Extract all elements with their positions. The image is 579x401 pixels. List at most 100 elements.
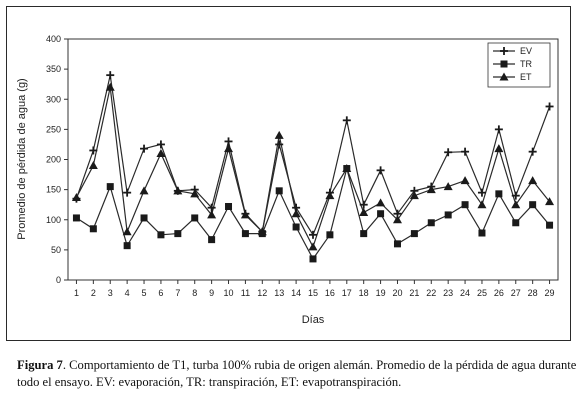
legend-label-ev: EV (520, 46, 532, 56)
marker-square (106, 183, 114, 191)
x-tick-label: 4 (125, 288, 130, 298)
x-tick-label: 2 (91, 288, 96, 298)
x-tick-label: 28 (528, 288, 538, 298)
marker-square (495, 190, 503, 198)
marker-square (241, 230, 249, 238)
marker-square (500, 60, 508, 68)
marker-triangle (511, 200, 521, 209)
marker-cross (342, 116, 351, 125)
marker-square (529, 201, 537, 209)
marker-square (360, 230, 368, 238)
marker-square (140, 214, 148, 222)
marker-square (292, 223, 300, 231)
marker-cross (545, 102, 554, 111)
series-markers (71, 71, 555, 263)
series-line-ev (75, 75, 551, 237)
x-tick-label: 7 (175, 288, 180, 298)
x-tick-label: 25 (477, 288, 487, 298)
marker-cross (224, 137, 233, 146)
x-tick-label: 12 (257, 288, 267, 298)
x-tick-label: 27 (511, 288, 521, 298)
marker-square (478, 229, 486, 237)
marker-square (275, 187, 283, 195)
x-tick-label: 16 (325, 288, 335, 298)
x-tick-label: 17 (342, 288, 352, 298)
marker-triangle (156, 148, 166, 157)
y-tick-label: 300 (46, 94, 61, 104)
marker-cross (494, 125, 503, 134)
marker-cross (140, 144, 149, 153)
marker-cross (444, 148, 453, 157)
marker-square (174, 230, 182, 238)
x-tick-label: 26 (494, 288, 504, 298)
legend-label-et: ET (520, 72, 532, 82)
series-line-et (75, 87, 551, 249)
y-tick-label: 200 (46, 155, 61, 165)
marker-cross (207, 203, 216, 212)
x-tick-label: 19 (376, 288, 386, 298)
marker-triangle (528, 176, 538, 185)
marker-triangle (499, 72, 509, 81)
marker-square (191, 214, 199, 222)
marker-triangle (88, 161, 98, 170)
x-tick-label: 11 (241, 288, 250, 298)
marker-triangle (460, 176, 470, 185)
y-tick-label: 400 (46, 34, 61, 44)
legend-label-tr: TR (520, 59, 532, 69)
y-tick-label: 0 (56, 275, 61, 285)
y-axis-label: Promedio de pérdida de agua (g) (16, 78, 28, 239)
x-tick-label: 1 (74, 288, 79, 298)
marker-cross (528, 147, 537, 156)
marker-triangle (190, 189, 200, 198)
x-tick-label: 14 (291, 288, 301, 298)
x-tick-label: 29 (545, 288, 555, 298)
marker-triangle (257, 227, 267, 236)
x-tick-label: 20 (392, 288, 402, 298)
y-tick-label: 100 (46, 215, 61, 225)
marker-square (157, 231, 165, 239)
x-tick-label: 5 (142, 288, 147, 298)
marker-cross (359, 200, 368, 209)
marker-square (444, 211, 452, 219)
marker-cross (275, 140, 284, 149)
marker-cross (461, 147, 470, 156)
x-tick-label: 10 (224, 288, 234, 298)
y-tick-label: 250 (46, 124, 61, 134)
marker-triangle (477, 200, 487, 209)
x-tick-label: 6 (158, 288, 163, 298)
marker-triangle (240, 210, 250, 219)
figure-frame: 0 50 100 150 200 250 300 350 400 1 2 3 4 5 6 7 8 9 10 11 12… (6, 6, 576, 389)
marker-triangle (139, 186, 149, 195)
legend-box (487, 42, 551, 88)
x-tick-label: 3 (108, 288, 113, 298)
marker-square (461, 201, 469, 209)
marker-cross (89, 146, 98, 155)
caption-label: Figura 7 (17, 358, 63, 372)
figure-caption: Figura 7. Comportamiento de T1, turba 10… (17, 357, 577, 391)
marker-square (377, 210, 385, 218)
marker-square (326, 231, 334, 239)
x-tick-label: 24 (460, 288, 470, 298)
marker-triangle (291, 209, 301, 218)
marker-cross (477, 188, 486, 197)
x-axis-label: Días (302, 314, 325, 326)
marker-triangle (443, 182, 453, 191)
marker-square (410, 230, 418, 238)
x-tick-label: 8 (192, 288, 197, 298)
marker-cross (309, 230, 317, 239)
marker-triangle (376, 198, 386, 207)
y-tick-label: 350 (46, 64, 61, 74)
marker-square (512, 219, 520, 227)
marker-triangle (224, 144, 234, 153)
marker-triangle (426, 185, 436, 194)
marker-triangle (308, 242, 318, 251)
marker-cross (123, 188, 132, 197)
marker-cross (156, 140, 165, 149)
marker-triangle (545, 197, 555, 206)
marker-triangle (409, 191, 419, 200)
marker-cross (511, 191, 520, 200)
marker-triangle (342, 164, 352, 173)
marker-square (72, 214, 80, 222)
x-tick-label: 18 (359, 288, 369, 298)
x-tick-label: 22 (426, 288, 436, 298)
